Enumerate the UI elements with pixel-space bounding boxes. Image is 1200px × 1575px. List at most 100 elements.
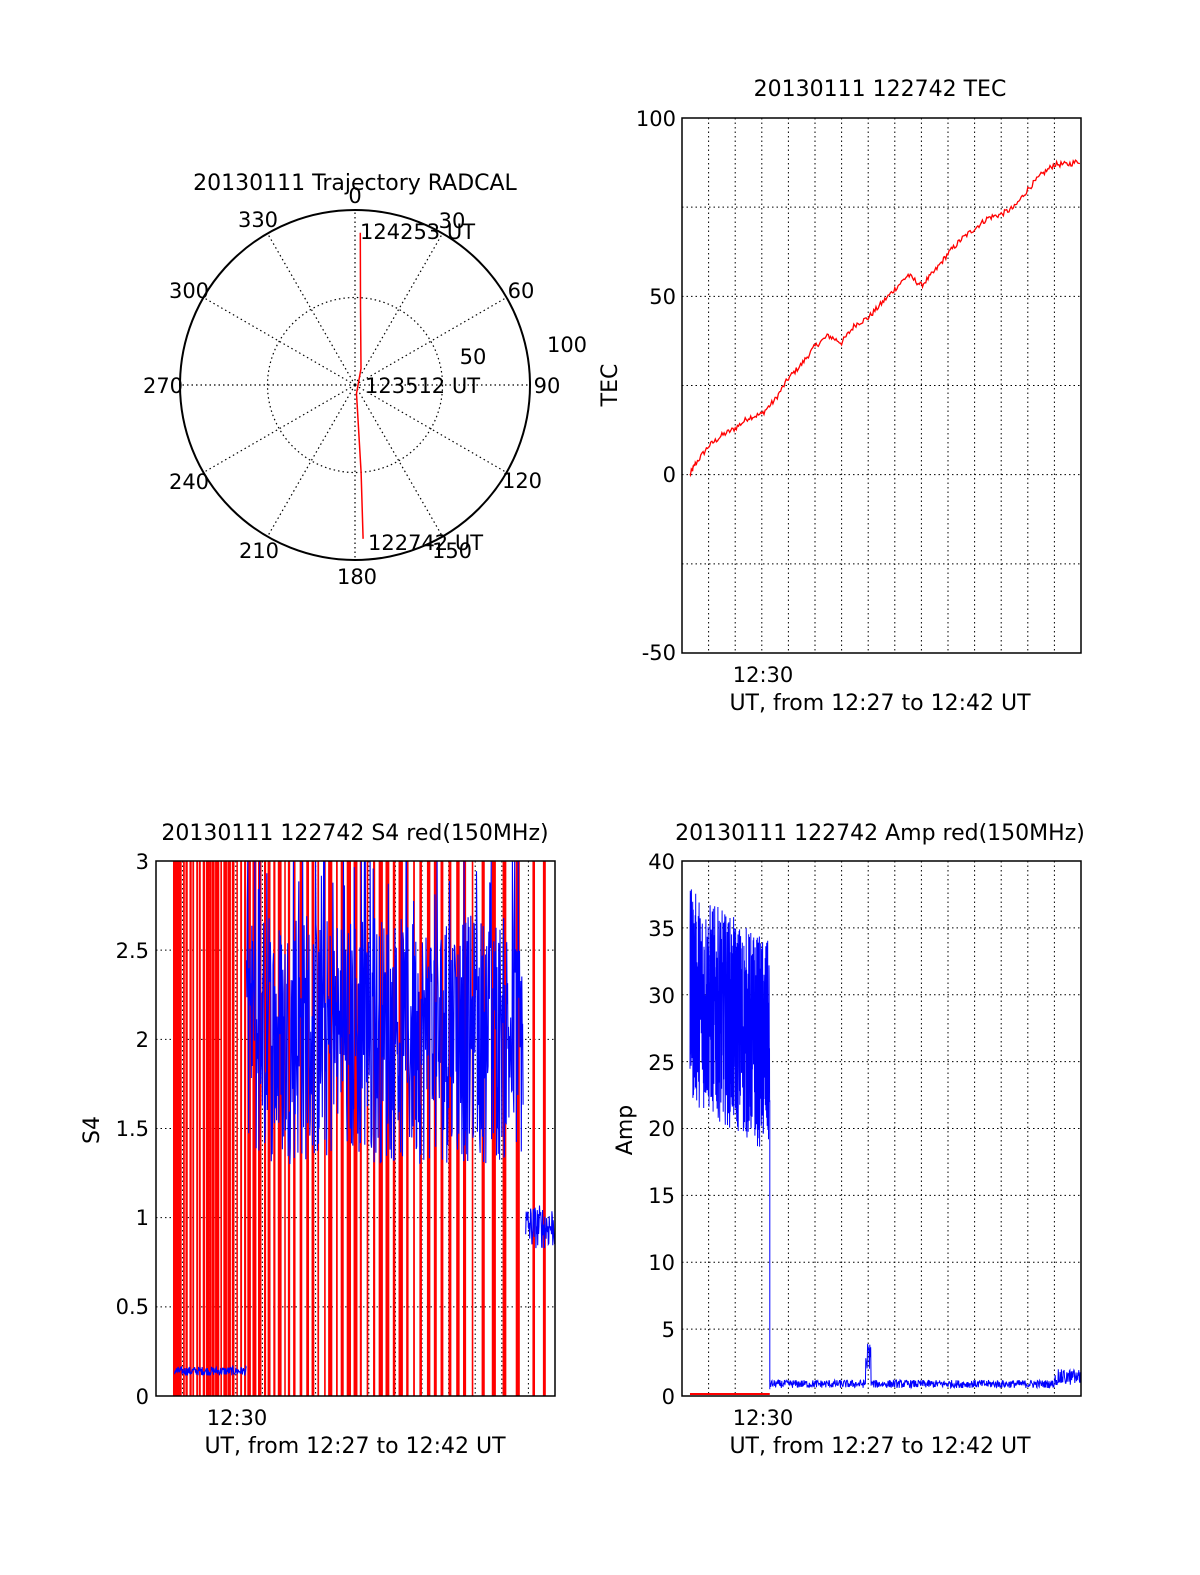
angle-label-270: 270 [143, 374, 183, 398]
polar-angle-labels: 0 30 60 90 120 150 180 210 240 270 300 3… [143, 184, 560, 589]
tec-chart: 20130111 122742 TEC 100 50 0 -50 12:30 U… [598, 77, 1082, 716]
annotation-123512: 123512 UT [365, 374, 480, 398]
polar-ring-50 [266, 296, 444, 474]
polar-spoke-60 [354, 296, 507, 386]
s4-blue-segment-1 [245, 860, 524, 1165]
trajectory-line [355, 232, 364, 539]
s4-red-spike-48 [406, 861, 409, 1396]
angle-label-300: 300 [169, 279, 209, 303]
annotation-122742: 122742 UT [368, 531, 483, 555]
s4-red-spike-3 [183, 861, 185, 1396]
amp-ytick-20: 20 [648, 1117, 675, 1141]
s4-red-spike-22 [252, 861, 257, 1396]
s4-red-spike-40 [353, 861, 358, 1396]
s4-red-spike-32 [306, 861, 310, 1396]
tec-marks [689, 158, 1080, 478]
amp-grid [682, 861, 1081, 1396]
angle-label-90: 90 [534, 374, 561, 398]
polar-spoke-30 [354, 233, 444, 386]
s4-ytick-0: 0 [136, 1385, 149, 1409]
s4-red-spike-5 [189, 861, 192, 1396]
amp-marks [689, 889, 1082, 1395]
tec-title: 20130111 122742 TEC [754, 77, 1007, 102]
amp-frame [681, 860, 1082, 1397]
s4-ytick-2.5: 2.5 [116, 939, 149, 963]
amp-ytick-35: 35 [648, 917, 675, 941]
amp-ytick-15: 15 [648, 1184, 675, 1208]
s4-red-spike-19 [240, 861, 243, 1396]
amp-title: 20130111 122742 Amp red(150MHz) [675, 821, 1085, 846]
s4-red-spike-16 [227, 861, 231, 1396]
s4-red-spike-6 [192, 861, 195, 1396]
amp-xlabel: UT, from 12:27 to 12:42 UT [729, 1434, 1031, 1459]
amp-blue-segment-0 [689, 889, 771, 1390]
s4-red-spike-18 [236, 861, 238, 1396]
s4-chart: 20130111 122742 S4 red(150MHz) 3 2.5 2 1… [80, 821, 556, 1459]
s4-red-spike-14 [220, 861, 223, 1396]
s4-red-spike-12 [211, 861, 215, 1396]
s4-xlabel: UT, from 12:27 to 12:42 UT [204, 1434, 506, 1459]
s4-xtick-1230: 12:30 [207, 1406, 268, 1430]
s4-red-spike-45 [385, 861, 390, 1396]
radial-label-50: 50 [460, 345, 487, 369]
s4-red-spike-20 [244, 861, 247, 1396]
s4-marks [172, 860, 556, 1396]
s4-red-spike-13 [215, 861, 220, 1396]
tec-ylabel: TEC [598, 364, 623, 408]
polar-spoke-240 [203, 384, 356, 474]
s4-ytick-0.5: 0.5 [116, 1295, 149, 1319]
amp-ytick-40: 40 [648, 850, 675, 874]
angle-label-210: 210 [239, 539, 279, 563]
polar-outer-circle [179, 209, 531, 561]
amp-ytick-30: 30 [648, 984, 675, 1008]
s4-red-spike-4 [185, 861, 188, 1396]
amp-blue-segment-1 [769, 1343, 1082, 1390]
angle-label-330: 330 [238, 208, 278, 232]
tec-frame [681, 117, 1082, 654]
s4-ytick-2: 2 [136, 1028, 149, 1052]
s4-red-spike-62 [532, 861, 536, 1396]
tec-ytick-100: 100 [636, 107, 676, 131]
s4-red-spike-25 [267, 861, 271, 1396]
s4-red-spike-37 [336, 861, 338, 1396]
s4-red-spike-54 [448, 861, 452, 1396]
angle-label-60: 60 [508, 279, 535, 303]
s4-red-spike-8 [198, 861, 201, 1396]
s4-red-spike-7 [196, 861, 199, 1396]
polar-spoke-210 [266, 384, 356, 537]
s4-red-spike-27 [277, 861, 282, 1396]
annotation-124253: 124253 UT [360, 220, 475, 244]
s4-red-spike-9 [202, 861, 206, 1396]
s4-title: 20130111 122742 S4 red(150MHz) [161, 821, 548, 846]
s4-red-spike-63 [542, 861, 546, 1396]
angle-label-150: 150 [432, 539, 472, 563]
amp-chart: 20130111 122742 Amp red(150MHz) 40 35 30… [613, 821, 1085, 1459]
angle-label-0: 0 [348, 184, 361, 208]
s4-red-spike-49 [413, 861, 415, 1396]
s4-red-spike-2 [178, 861, 182, 1396]
s4-red-spike-0 [172, 861, 177, 1396]
tec-ytick-minus50: -50 [642, 641, 676, 665]
s4-red-spike-26 [273, 861, 276, 1396]
amp-ytick-25: 25 [648, 1051, 675, 1075]
s4-red-spike-38 [340, 861, 344, 1396]
amp-ylabel: Amp [613, 1105, 638, 1155]
s4-red-spike-17 [231, 861, 235, 1396]
s4-ylabel: S4 [80, 1116, 105, 1144]
angle-label-240: 240 [169, 470, 209, 494]
polar-title: 20130111 Trajectory RADCAL [193, 171, 517, 196]
tec-xtick-1230: 12:30 [733, 663, 794, 687]
s4-red-spike-42 [366, 861, 369, 1396]
angle-label-30: 30 [439, 209, 466, 233]
s4-red-spike-51 [426, 861, 431, 1396]
amp-ytick-5: 5 [662, 1318, 675, 1342]
s4-red-spike-10 [205, 861, 210, 1396]
amp-xtick-1230: 12:30 [733, 1406, 794, 1430]
s4-red-spike-1 [175, 861, 179, 1396]
tec-xlabel: UT, from 12:27 to 12:42 UT [729, 691, 1031, 716]
s4-red-spike-15 [223, 861, 227, 1396]
angle-label-120: 120 [502, 469, 542, 493]
s4-red-spike-39 [346, 861, 352, 1396]
s4-ytick-3: 3 [136, 850, 149, 874]
s4-red-spike-23 [258, 861, 262, 1396]
